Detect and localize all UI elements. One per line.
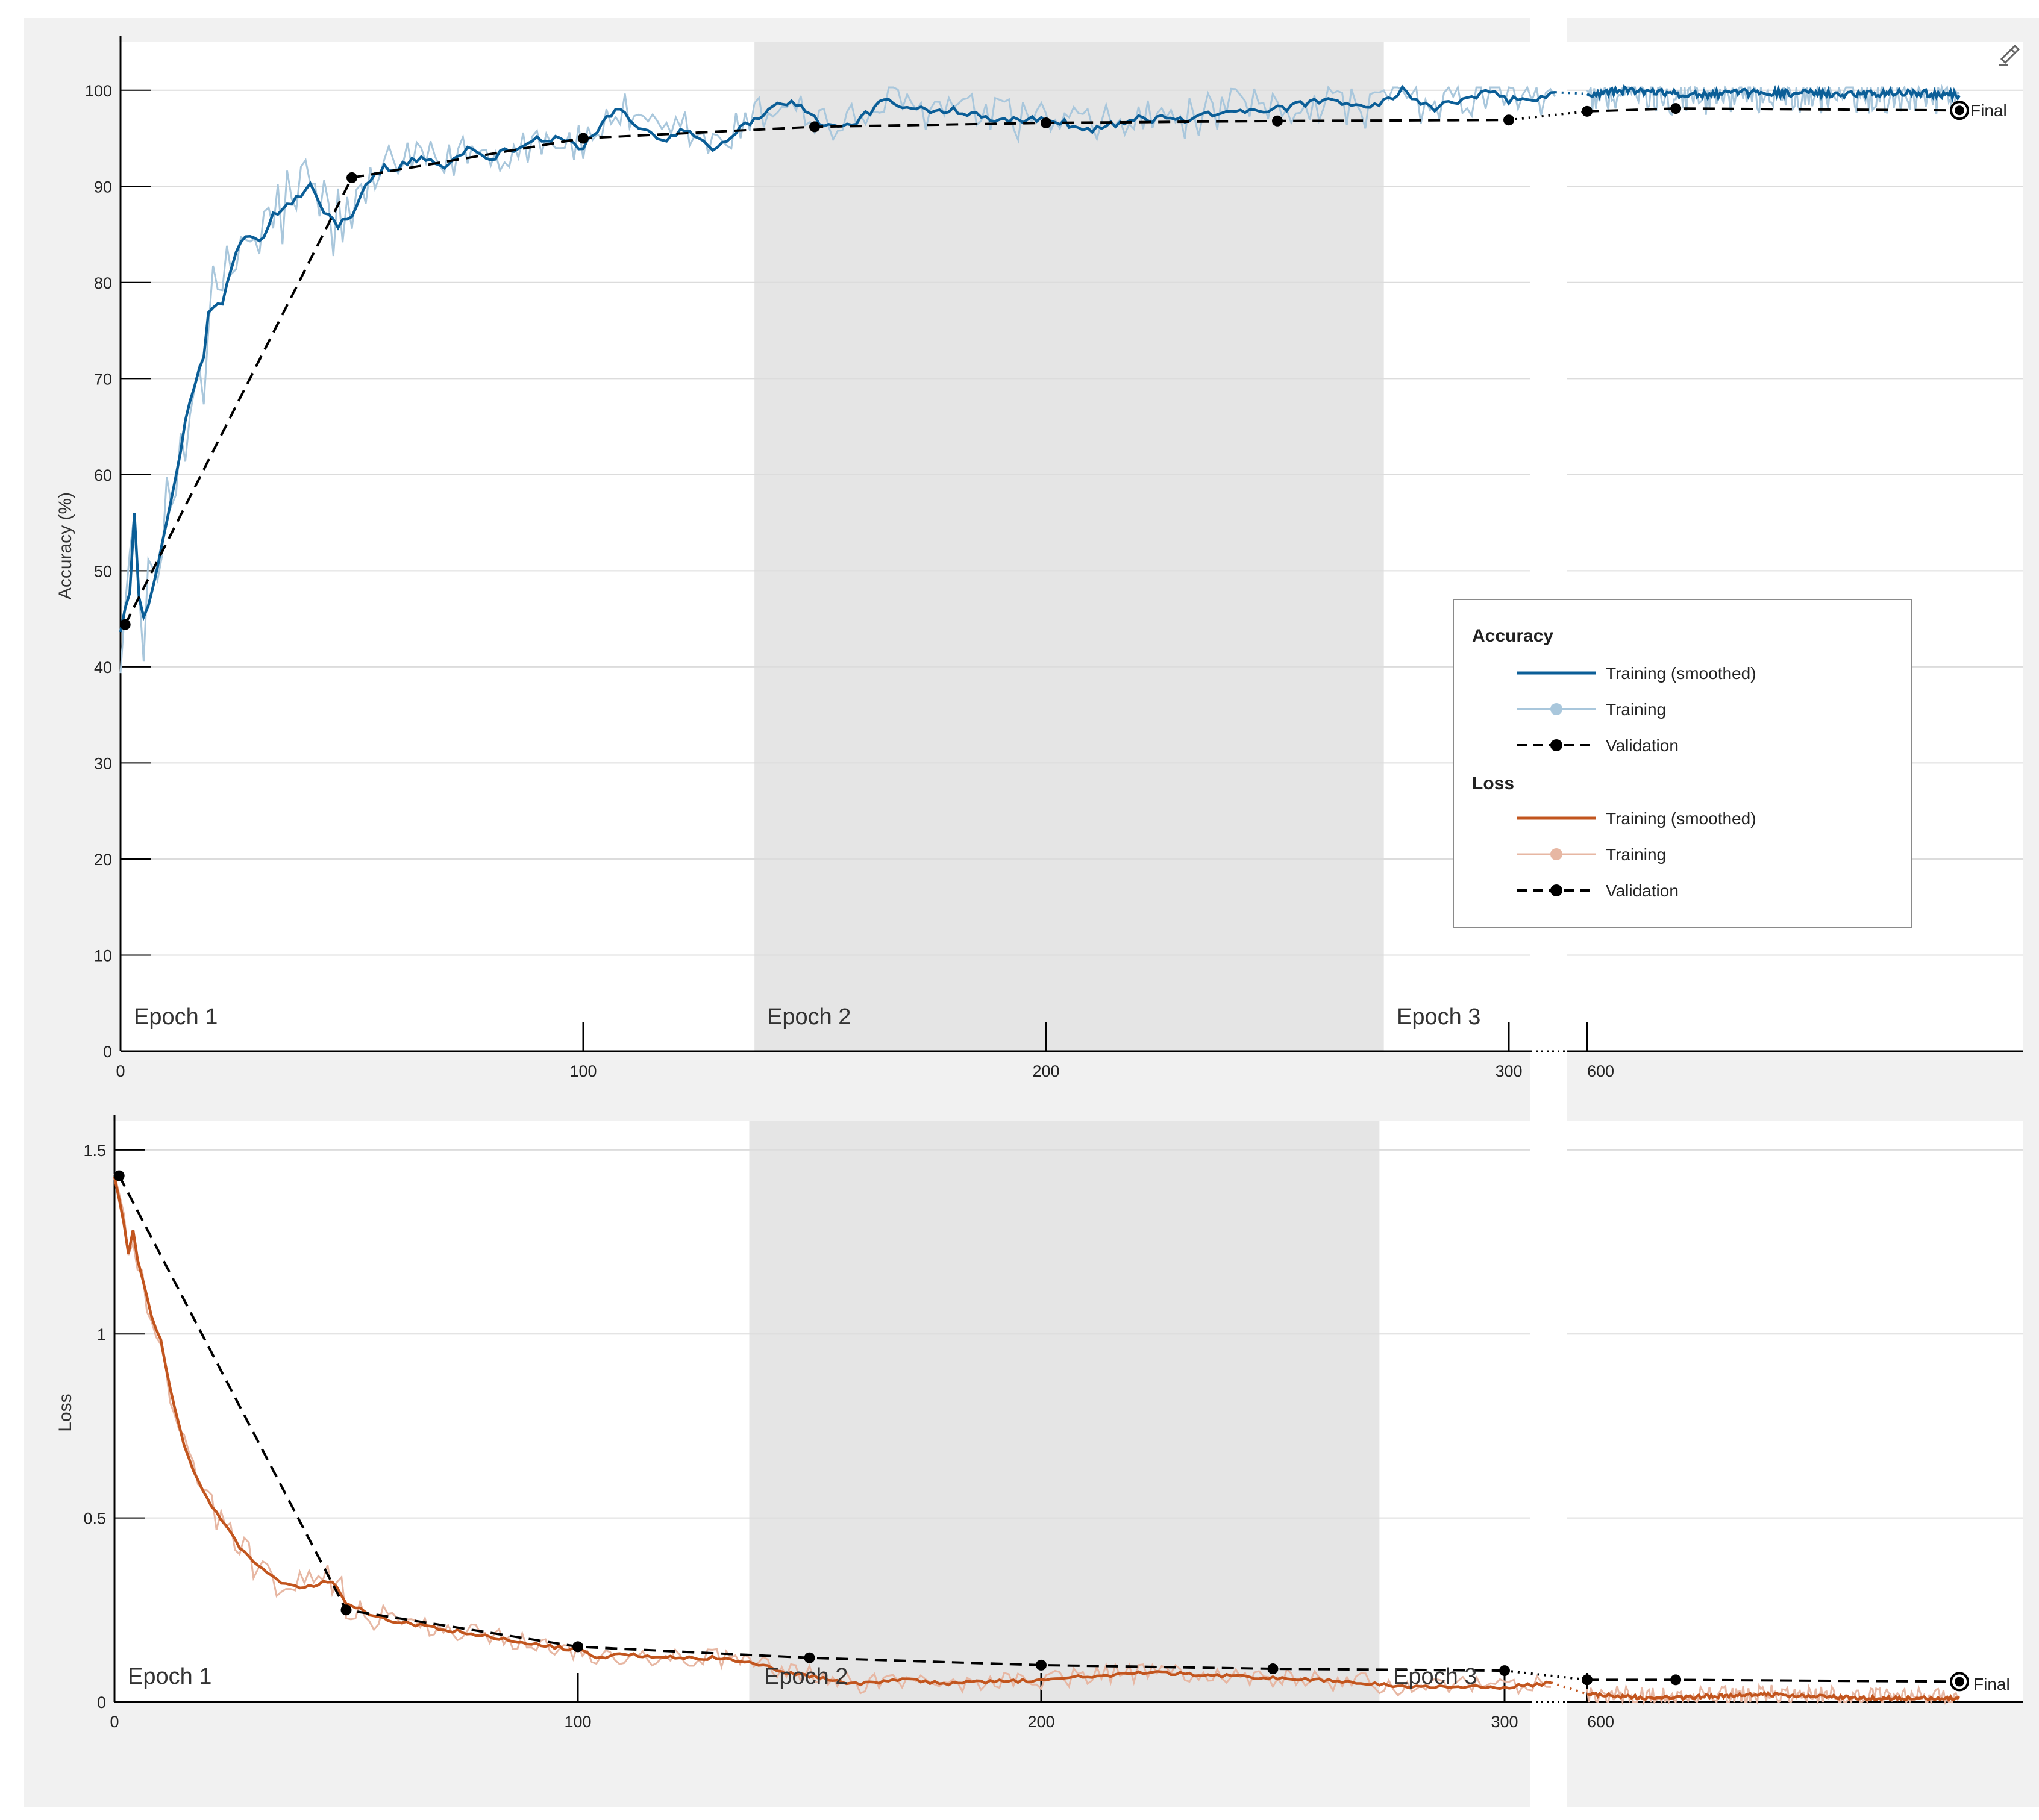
loss-validation-point: [572, 1641, 583, 1653]
accuracy-ytick-label: 50: [94, 562, 112, 580]
loss-validation-point: [1036, 1659, 1047, 1671]
loss-training-raw-line: [113, 1174, 1551, 1697]
legend: Accuracy Training (smoothed) Training Va…: [1453, 599, 1912, 928]
accuracy-ytick-label: 40: [94, 658, 112, 677]
accuracy-validation-point: [1670, 103, 1682, 114]
loss-validation-point: [1499, 1665, 1510, 1677]
loss-xtick-label: 0: [110, 1713, 119, 1731]
loss-training-smoothed-line: [113, 1177, 1552, 1690]
loss-validation-point: [1267, 1663, 1279, 1675]
accuracy-final-label: Final: [1970, 101, 2007, 120]
legend-loss-training-label: Training: [1606, 845, 1666, 864]
loss-ytick-label: 1.5: [83, 1142, 106, 1160]
loss-epoch-1-label: Epoch 1: [128, 1664, 211, 1689]
legend-swatch-training-marker: [1550, 848, 1562, 860]
loss-validation-point: [1670, 1674, 1682, 1686]
accuracy-ytick-label: 90: [94, 178, 112, 196]
loss-ytick-label: 0.5: [83, 1510, 106, 1528]
accuracy-ylabel: Accuracy (%): [55, 492, 75, 599]
brush-icon[interactable]: [1999, 44, 2020, 66]
accuracy-validation-point: [1041, 117, 1051, 128]
accuracy-epoch-1-label: Epoch 1: [134, 1004, 218, 1030]
loss-xtick-label: 200: [1027, 1713, 1054, 1731]
legend-accuracy-smoothed-label: Training (smoothed): [1606, 664, 1756, 683]
accuracy-ytick-label: 30: [94, 754, 112, 772]
accuracy-ytick-label: 20: [94, 851, 112, 869]
loss-epoch-3-label: Epoch 3: [1393, 1664, 1477, 1689]
loss-epoch-2-shading: [749, 1121, 1380, 1702]
loss-validation-point: [340, 1604, 352, 1616]
legend-accuracy-training-label: Training: [1606, 700, 1666, 719]
loss-validation-point: [1582, 1674, 1593, 1686]
loss-validation-point: [804, 1652, 815, 1663]
accuracy-ytick-label: 60: [94, 466, 112, 484]
legend-group-accuracy-title: Accuracy: [1472, 626, 1553, 646]
loss-panel: 0 0.5 1 1.5 0 100 200 300 600 Loss Epoch 1 Epoch…: [55, 1115, 2023, 1731]
legend-swatch-validation-marker: [1550, 739, 1562, 751]
accuracy-ytick-label: 70: [94, 370, 112, 388]
loss-xtick-label: 300: [1491, 1713, 1518, 1731]
accuracy-validation-point: [1272, 115, 1283, 127]
accuracy-validation-point: [119, 619, 131, 630]
loss-validation-point: [113, 1170, 125, 1181]
loss-epoch-2-label: Epoch 2: [764, 1664, 848, 1689]
loss-validation-final-point: [1955, 1677, 1964, 1687]
accuracy-xtick-label: 0: [116, 1062, 125, 1080]
accuracy-training-raw-line-right: [1586, 84, 1960, 116]
loss-xtick-label: 100: [564, 1713, 591, 1731]
legend-loss-smoothed-label: Training (smoothed): [1606, 809, 1756, 828]
accuracy-xtick-label: 200: [1032, 1062, 1059, 1080]
loss-ytick-label: 0: [97, 1693, 106, 1712]
accuracy-ytick-label: 80: [94, 274, 112, 292]
accuracy-validation-final-point: [1955, 105, 1964, 116]
loss-ylabel: Loss: [55, 1393, 75, 1431]
accuracy-xtick-label: 600: [1587, 1062, 1614, 1080]
accuracy-ytick-label: 100: [85, 82, 112, 100]
accuracy-epoch-2-label: Epoch 2: [767, 1004, 851, 1030]
accuracy-validation-point: [809, 121, 820, 133]
loss-training-smoothed-line-right: [1586, 1691, 1961, 1703]
legend-box: [1453, 599, 1912, 928]
loss-validation-break: [1504, 1669, 1588, 1681]
accuracy-xtick-label: 300: [1495, 1062, 1522, 1080]
legend-group-loss-title: Loss: [1472, 774, 1514, 793]
legend-swatch-training-marker: [1550, 703, 1562, 715]
accuracy-training-smoothed-break: [1555, 91, 1588, 95]
accuracy-xtick-label: 100: [569, 1062, 597, 1080]
accuracy-validation-point: [346, 172, 357, 183]
loss-final-label: Final: [1973, 1675, 2010, 1693]
legend-loss-validation-label: Validation: [1606, 881, 1679, 900]
loss-xtick-label: 600: [1587, 1713, 1614, 1731]
accuracy-ytick-label: 10: [94, 946, 112, 965]
legend-accuracy-validation-label: Validation: [1606, 736, 1679, 755]
accuracy-validation-point: [1503, 114, 1514, 126]
accuracy-validation-point: [1582, 105, 1593, 117]
loss-ytick-label: 1: [97, 1325, 106, 1343]
accuracy-validation-point: [578, 133, 589, 144]
legend-swatch-validation-marker: [1550, 884, 1562, 896]
accuracy-training-raw-line: [119, 84, 1556, 674]
accuracy-epoch-2-shading: [754, 42, 1384, 1051]
accuracy-epoch-3-label: Epoch 3: [1397, 1004, 1480, 1030]
accuracy-training-smoothed-line-right: [1586, 84, 1961, 104]
accuracy-ytick-label: 0: [103, 1043, 112, 1061]
